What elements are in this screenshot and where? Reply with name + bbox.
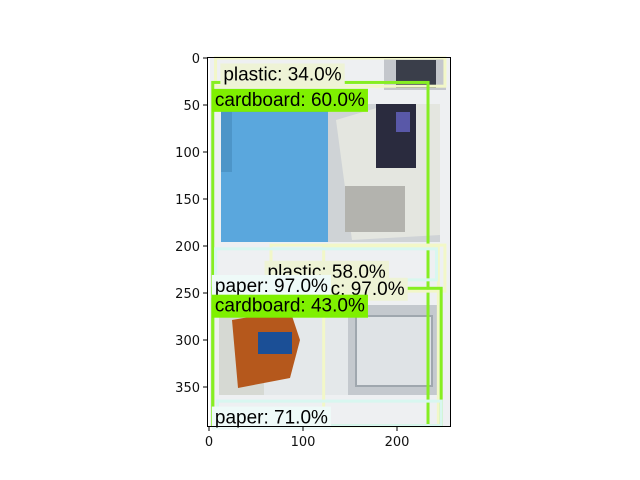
- y-tick-label: 50: [183, 99, 200, 114]
- magazine-phone: [396, 112, 410, 132]
- cardboard-label-text: cardboard: 43.0%: [215, 296, 365, 317]
- y-tick-label: 200: [175, 240, 200, 255]
- cardboard-label-background: [211, 294, 368, 318]
- blue-box-photo: [221, 104, 328, 242]
- y-tick-label: 100: [175, 146, 200, 161]
- x-tick-label: 0: [205, 435, 213, 450]
- axes-frame: [207, 57, 451, 427]
- paper-label-text: paper: 97.0%: [215, 276, 328, 297]
- plastic-tray: [355, 315, 433, 387]
- cardboard-label-text: cardboard: 60.0%: [215, 90, 365, 111]
- plastic-label-background: [220, 63, 345, 87]
- cardboard-label-background: [211, 88, 368, 112]
- x-tick-label: 200: [385, 435, 410, 450]
- paper-label-background: [211, 406, 332, 430]
- image-content: [210, 58, 450, 426]
- paper-label-background: [211, 274, 332, 298]
- y-tick-label: 350: [175, 381, 200, 396]
- x-axis: 0 100 200: [205, 426, 410, 450]
- y-tick-label: 250: [175, 287, 200, 302]
- magazine-text: [345, 186, 405, 232]
- y-tick-label: 0: [192, 52, 200, 67]
- plastic-label-text: plastic: 34.0%: [223, 64, 341, 85]
- paper-label-text: paper: 71.0%: [215, 408, 328, 429]
- y-tick-label: 300: [175, 334, 200, 349]
- paper-label-group: paper: 97.0%: [211, 274, 332, 298]
- detection-labels: plastic: 34.0%cardboard: 60.0%plastic: 5…: [211, 63, 408, 430]
- y-tick-label: 150: [175, 193, 200, 208]
- oreo-logo: [258, 332, 292, 354]
- cardboard-label-group: cardboard: 60.0%: [211, 88, 368, 112]
- paper-label-group: paper: 71.0%: [211, 406, 332, 430]
- y-axis: 0 50 100 150 200 250 300 350: [175, 52, 208, 396]
- plastic-label-group: plastic: 34.0%: [220, 63, 345, 87]
- cardboard-label-group: cardboard: 43.0%: [211, 294, 368, 318]
- x-tick-label: 100: [291, 435, 316, 450]
